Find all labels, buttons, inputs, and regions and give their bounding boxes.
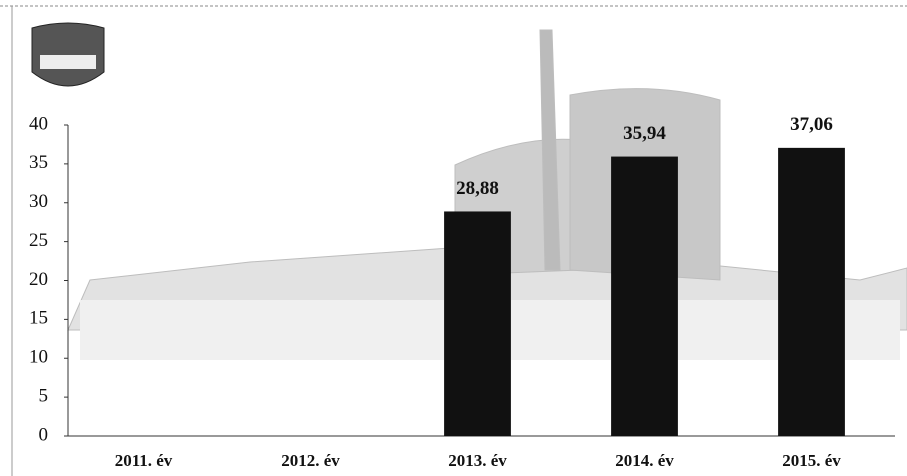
y-tick-label: 10 <box>29 347 48 368</box>
y-tick-label: 30 <box>29 191 48 212</box>
x-tick-label: 2011. év <box>115 451 173 470</box>
bar <box>778 147 845 436</box>
y-tick-label: 5 <box>39 385 49 406</box>
logo <box>31 22 105 87</box>
logo-band <box>40 55 96 69</box>
bar <box>611 156 678 436</box>
value-label: 37,06 <box>790 114 833 135</box>
value-label: 28,88 <box>456 178 499 199</box>
x-tick-label: 2014. év <box>615 451 674 470</box>
bar <box>444 211 511 436</box>
y-tick-label: 40 <box>29 113 48 134</box>
y-tick-label: 20 <box>29 269 48 290</box>
y-tick-label: 25 <box>29 230 48 251</box>
y-tick-label: 15 <box>29 308 48 329</box>
value-label: 35,94 <box>623 123 666 144</box>
y-tick-label: 35 <box>29 152 48 173</box>
x-tick-label: 2012. év <box>281 451 340 470</box>
x-tick-label: 2015. év <box>782 451 841 470</box>
x-tick-label: 2013. év <box>448 451 507 470</box>
y-tick-label: 0 <box>39 424 49 445</box>
